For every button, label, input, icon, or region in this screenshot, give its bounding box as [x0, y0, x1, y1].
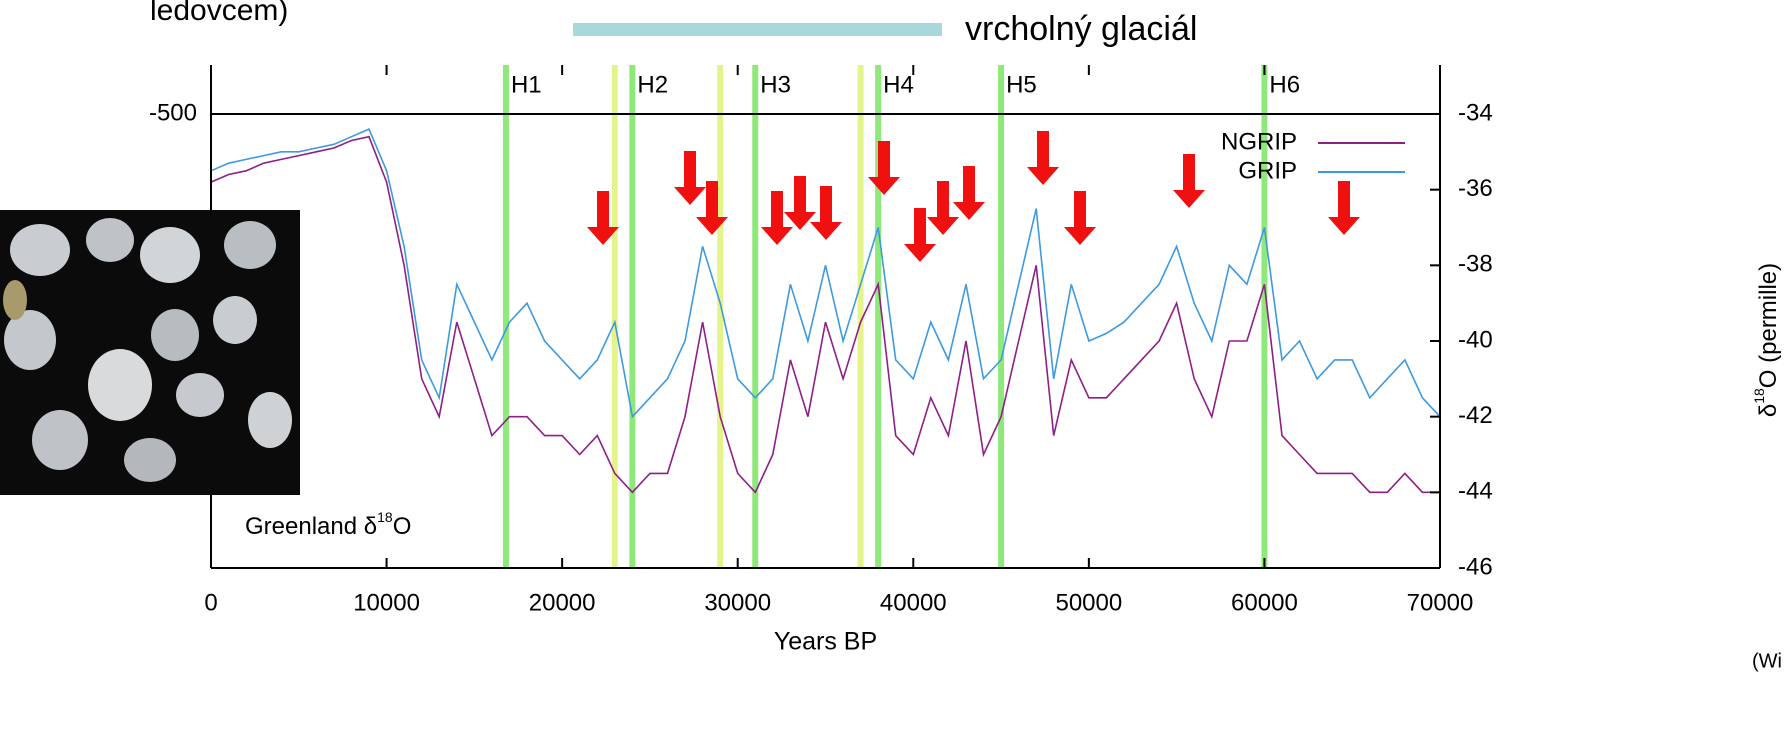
red-arrow: [761, 191, 793, 245]
y-tick-label: -38: [1458, 251, 1493, 278]
plot: H1 H2 H3 H4 H5 H6 -500 0 10000 20000 30000 40000 500…: [149, 65, 1782, 656]
legend-label: NGRIP: [1221, 128, 1297, 155]
yellow-bar: [717, 65, 724, 568]
heinrich-label: H3: [760, 71, 791, 98]
y-tick-label: -46: [1458, 553, 1493, 580]
y-axis-label-tail: O (permille): [1755, 263, 1782, 388]
red-arrow: [784, 176, 816, 230]
x-tick-label: 0: [204, 589, 217, 616]
red-arrow: [1027, 131, 1059, 185]
yellow-bar: [611, 65, 618, 568]
annotation-tail: O: [393, 513, 412, 540]
banner-bar: [573, 23, 942, 36]
x-tick-label: 30000: [704, 589, 771, 616]
y-tick-label: -34: [1458, 99, 1493, 126]
red-arrow: [1064, 191, 1096, 245]
credit: (Wi: [1752, 650, 1782, 672]
red-arrow: [927, 181, 959, 235]
red-arrow: [1328, 181, 1360, 235]
red-arrow: [868, 141, 900, 195]
banner-text: vrcholný glaciál: [965, 10, 1197, 48]
top-left-text: ledovcem): [150, 0, 288, 27]
red-arrow: [904, 208, 936, 262]
y-tick-label: -42: [1458, 402, 1493, 429]
y-tick-label: -36: [1458, 175, 1493, 202]
red-arrow: [674, 151, 706, 205]
heinrich-bar: [875, 65, 882, 568]
heinrich-label: H4: [883, 71, 914, 98]
left-tick-label: -500: [149, 99, 197, 126]
heinrich-bar: [629, 65, 636, 568]
x-tick-label: 10000: [353, 589, 420, 616]
heinrich-label: H5: [1006, 71, 1037, 98]
series-line: [210, 128, 1441, 419]
red-arrow: [953, 166, 985, 220]
heinrich-bar: [502, 65, 509, 568]
y-tick-label: -40: [1458, 326, 1493, 353]
red-arrow: [810, 186, 842, 240]
series-line: [210, 135, 1440, 494]
heinrich-bar: [998, 65, 1005, 568]
y-tick-label: -44: [1458, 478, 1493, 505]
annotation-main: Greenland δ: [245, 513, 377, 540]
y-axis-label: δ18O (permille): [1751, 263, 1783, 417]
annotation-sup: 18: [377, 509, 393, 525]
red-arrow: [1173, 154, 1205, 208]
heinrich-bar: [1261, 65, 1268, 568]
annotation: Greenland δ18O: [245, 509, 411, 541]
x-axis-label: Years BP: [774, 628, 877, 656]
x-tick-label: 70000: [1407, 589, 1474, 616]
legend-label: GRIP: [1238, 157, 1297, 184]
y-axis-label-sup: 18: [1751, 388, 1767, 404]
x-tick-label: 20000: [529, 589, 596, 616]
x-tick-label: 40000: [880, 589, 947, 616]
x-tick-label: 60000: [1231, 589, 1298, 616]
red-arrow: [587, 191, 619, 245]
heinrich-label: H2: [637, 71, 668, 98]
x-tick-label: 50000: [1055, 589, 1122, 616]
heinrich-bar: [752, 65, 759, 568]
yellow-bar: [857, 65, 864, 568]
heinrich-label: H1: [511, 71, 542, 98]
photo: [0, 210, 300, 495]
y-axis-label-main: δ: [1755, 404, 1782, 417]
heinrich-label: H6: [1269, 71, 1300, 98]
red-arrow: [696, 181, 728, 235]
